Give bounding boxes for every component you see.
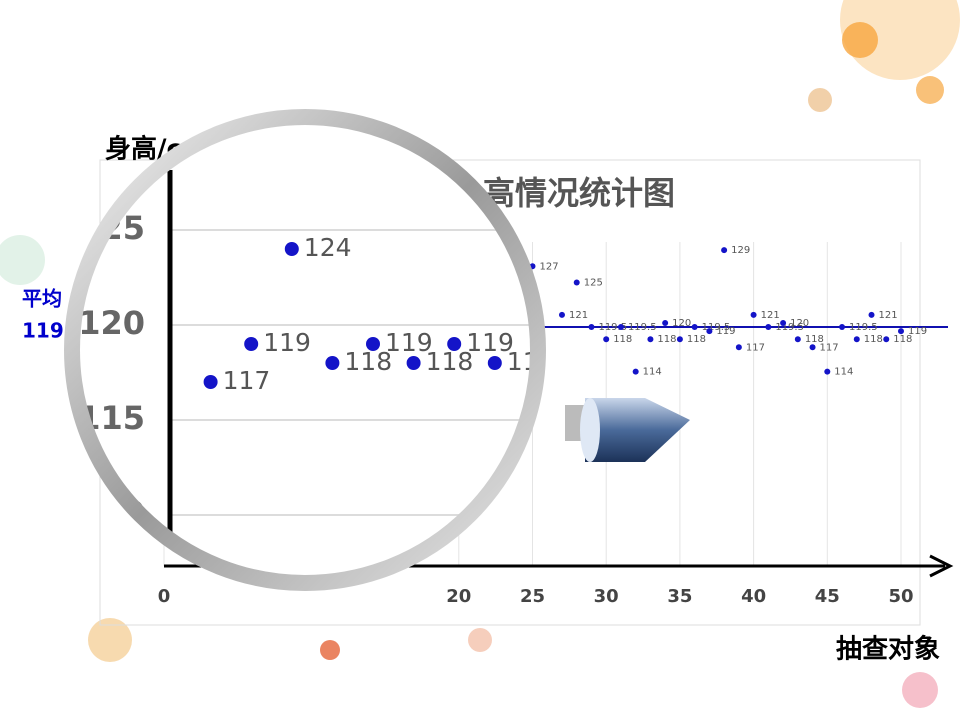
data-point <box>406 356 421 370</box>
data-label: 117 <box>820 342 839 353</box>
x-tick-label: 40 <box>741 586 766 607</box>
data-point <box>487 356 502 370</box>
x-axis-arrow <box>929 554 954 578</box>
data-label: 119 <box>263 328 311 357</box>
data-label: 118 <box>344 347 392 376</box>
data-label: 120 <box>672 318 691 329</box>
data-point <box>691 324 698 331</box>
x-tick-label: 0 <box>158 586 171 607</box>
data-label: 118 <box>613 334 632 345</box>
data-point <box>794 336 801 343</box>
lens-ring <box>64 109 546 591</box>
data-label: 125 <box>584 278 603 289</box>
data-label: 119 <box>385 328 433 357</box>
data-label: 119.5 <box>702 322 731 333</box>
data-label: 120 <box>790 318 809 329</box>
data-point <box>735 344 742 351</box>
data-label: 114 <box>834 367 853 378</box>
data-point <box>765 324 772 331</box>
data-point <box>603 336 610 343</box>
data-point <box>853 336 860 343</box>
data-label: 114 <box>643 367 662 378</box>
data-label: 119 <box>716 326 735 337</box>
data-point <box>868 311 875 318</box>
data-label: 119.5 <box>598 322 627 333</box>
data-point <box>447 337 462 351</box>
data-point <box>780 320 787 326</box>
x-tick-label: 45 <box>815 586 840 607</box>
data-point <box>647 336 654 343</box>
data-label: 118 <box>805 334 824 345</box>
data-point <box>721 247 728 254</box>
x-tick-label: 30 <box>594 586 619 607</box>
data-label: 121 <box>569 310 588 321</box>
x-tick-label: 25 <box>520 586 545 607</box>
data-point <box>662 320 669 326</box>
data-point <box>839 324 846 331</box>
data-label: 117 <box>223 366 271 395</box>
data-point <box>366 337 380 351</box>
data-label: 119.5 <box>775 322 804 333</box>
y-tick-label: 120 <box>78 304 145 342</box>
data-label: 118 <box>426 347 474 376</box>
data-label: 118 <box>893 334 912 345</box>
data-point <box>558 311 565 318</box>
data-label: 121 <box>761 310 780 321</box>
data-label: 117 <box>746 342 765 353</box>
data-label: 121 <box>879 310 898 321</box>
data-point <box>632 368 639 375</box>
data-label: 118 <box>864 334 883 345</box>
data-label: 118 <box>657 334 676 345</box>
x-tick-label: 20 <box>446 586 471 607</box>
chart-title: 高情况统计图 <box>483 174 675 212</box>
data-point <box>809 344 816 351</box>
lens-glass <box>79 124 531 576</box>
data-point <box>284 242 299 256</box>
x-axis-label: 抽查对象 <box>836 634 940 665</box>
data-label: 119 <box>908 326 927 337</box>
data-point <box>244 337 259 351</box>
data-label: 124 <box>304 233 352 262</box>
x-tick-label: 35 <box>667 586 692 607</box>
data-label: 119.5 <box>628 322 657 333</box>
data-label: 118 <box>507 347 555 376</box>
mean-label: 平均 <box>22 287 62 311</box>
handle-rim <box>580 398 600 462</box>
data-label: 118 <box>687 334 706 345</box>
data-point <box>573 279 580 286</box>
data-point <box>203 375 218 389</box>
data-point <box>824 368 831 375</box>
data-label: 119 <box>466 328 514 357</box>
data-point <box>898 328 904 335</box>
data-point <box>325 356 340 370</box>
data-label: 129 <box>731 245 750 256</box>
data-point <box>750 311 757 318</box>
data-point <box>883 336 890 343</box>
data-point <box>588 324 595 331</box>
data-label: 127 <box>540 261 559 272</box>
lens-handle <box>565 398 690 462</box>
data-point <box>617 324 624 331</box>
data-point <box>676 336 683 343</box>
handle-body <box>585 398 690 462</box>
data-label: 119.5 <box>849 322 878 333</box>
x-tick-label: 50 <box>888 586 913 607</box>
data-point <box>706 328 713 335</box>
